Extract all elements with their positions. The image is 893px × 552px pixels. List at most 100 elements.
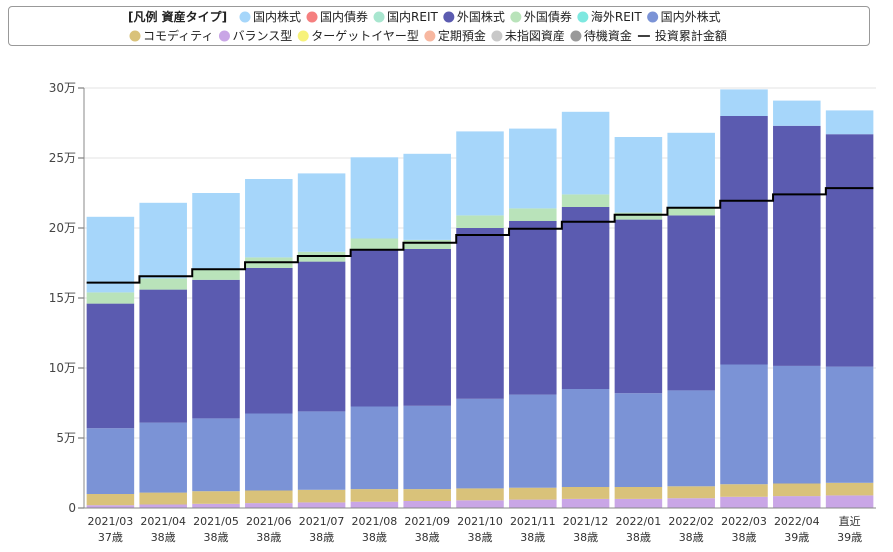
bar-segment [509,208,557,221]
bar-segment [614,393,663,487]
y-tick-label: 15万 [49,291,76,305]
bar-segment [245,179,293,258]
bar-segment [139,289,187,423]
x-tick-age-label: 39歳 [837,531,862,544]
bar-segment [773,125,821,366]
legend-swatch [510,11,522,23]
legend-swatch [491,30,503,42]
bar-segment [667,215,715,391]
bar-segment [720,364,768,485]
legend-swatch [570,30,582,42]
bar-segment [561,498,610,508]
bar-segment [350,489,399,502]
bar-segment [561,487,610,499]
bar-segment [403,501,451,508]
bar-segment [720,496,768,508]
bar-segment [773,100,821,126]
x-tick-label: 2022/02 [668,515,714,528]
legend-swatch [218,30,230,42]
bar-segment [773,365,821,484]
bar-segment [614,498,663,508]
bar-segment [86,216,135,293]
bar-segment [139,504,187,508]
legend-item-label: 海外REIT [591,9,642,24]
legend-swatch [306,11,318,23]
bar-segment [720,116,768,365]
x-tick-label: 2021/10 [457,515,503,528]
x-tick-label: 2021/04 [140,515,186,528]
bar-segment [297,261,346,412]
x-tick-age-label: 37歳 [98,531,123,544]
x-tick-label: 直近 [839,514,861,528]
bar-segment [614,487,663,499]
bar-segment [403,239,451,249]
bar-segment [86,494,135,506]
bar-segment [139,422,187,493]
bar-segment [192,503,240,508]
bar-segment [297,411,346,490]
bar-segment [825,134,874,367]
legend-swatch [129,30,141,42]
bar-segment [86,292,135,304]
x-tick-age-label: 39歳 [784,531,809,544]
bar-segment [509,499,557,508]
bar-segment [561,111,610,195]
bar-segment [297,173,346,252]
bar-segment [456,500,504,508]
bar-segment [139,492,187,505]
bar-segment [403,489,451,501]
x-tick-age-label: 38歳 [309,531,334,544]
bar-segment [350,249,399,407]
bar-segment [245,267,293,414]
legend-item-label: 未指図資産 [505,28,565,43]
x-tick-age-label: 38歳 [732,531,757,544]
y-tick-label: 20万 [49,221,76,235]
x-tick-age-label: 38歳 [679,531,704,544]
bar-segment [614,219,663,394]
bar-segment [667,208,715,216]
bar-segment [245,503,293,508]
bar-segment [350,406,399,490]
bar-segment [667,486,715,499]
bar-segment [297,502,346,508]
legend-swatch [239,11,251,23]
bar-segment [773,496,821,508]
x-tick-age-label: 38歳 [256,531,281,544]
y-tick-label: 5万 [56,431,76,445]
bar-segment [614,212,663,220]
x-tick-label: 2022/04 [774,515,820,528]
y-tick-label: 0 [68,501,76,515]
x-tick-label: 2022/03 [721,515,767,528]
bar-segment [456,398,504,489]
bar-segment [86,428,135,494]
x-tick-label: 2022/01 [616,515,662,528]
x-tick-age-label: 38歳 [468,531,493,544]
bar-segment [245,490,293,504]
legend-item-label: バランス型 [232,29,292,43]
y-tick-label: 10万 [49,361,76,375]
bar-segment [456,228,504,399]
bar-segment [139,202,187,279]
x-tick-age-label: 38歳 [415,531,440,544]
x-tick-label: 2021/05 [193,515,239,528]
x-tick-label: 2021/03 [88,515,134,528]
x-tick-label: 2021/06 [246,515,292,528]
axes: 0 5万 10万 15万 20万 25万 30万 2021/03 37歳 2021/04 38歳 20… [49,81,876,544]
legend-box [8,6,870,46]
legend-item-label: コモディティ [143,28,213,43]
bar-segment [403,405,451,490]
legend-item-label: 外国株式 [457,9,505,24]
legend-item-label: 国内株式 [253,9,301,24]
y-tick-label: 30万 [49,81,76,95]
bar-segment [192,279,240,419]
bar-segment [825,495,874,508]
bar-segment [561,389,610,487]
bar-segment [192,491,240,504]
bar-segment [509,487,557,500]
bar-segment [192,268,240,280]
bar-segment [192,418,240,492]
bars [86,89,874,508]
x-tick-age-label: 38歳 [520,531,545,544]
bar-segment [350,238,399,250]
bar-segment [456,131,504,216]
